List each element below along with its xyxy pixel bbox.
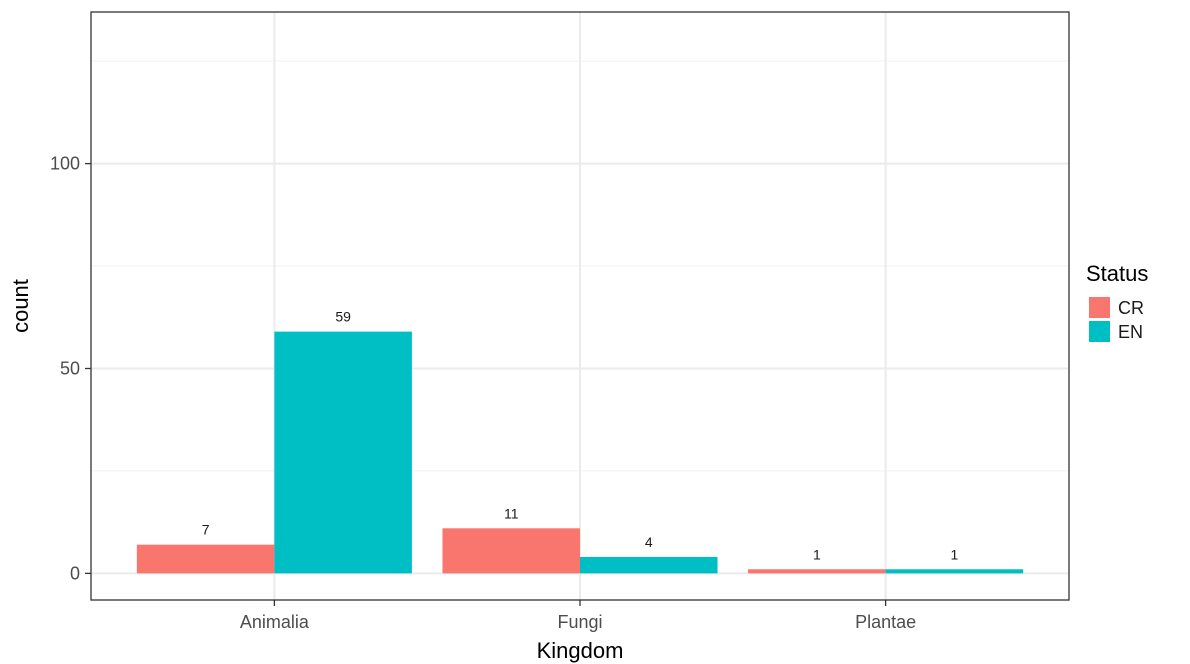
legend-key-en	[1089, 321, 1110, 342]
y-axis: 0 50 100	[50, 154, 91, 583]
y-tick-label: 100	[50, 154, 80, 174]
x-tick-label: Plantae	[855, 612, 916, 632]
x-axis-title: Kingdom	[537, 638, 624, 663]
bar-animalia-cr	[136, 544, 275, 574]
x-tick-label: Fungi	[557, 612, 602, 632]
legend-label: CR	[1118, 298, 1144, 318]
bar-value-label: 1	[950, 546, 958, 562]
legend-key-cr	[1089, 297, 1110, 318]
bar-value-label: 1	[813, 546, 821, 562]
bars	[136, 331, 1024, 574]
bar-plantae-en	[885, 569, 1024, 574]
x-tick-label: Animalia	[240, 612, 310, 632]
legend-label: EN	[1118, 322, 1143, 342]
y-axis-title: count	[8, 279, 33, 333]
gridlines	[91, 12, 1069, 600]
bar-fungi-en	[580, 556, 718, 574]
legend: Status CR EN	[1086, 261, 1148, 342]
bar-fungi-cr	[442, 528, 580, 574]
x-axis: Animalia Fungi Plantae	[240, 600, 916, 632]
y-tick-label: 0	[70, 563, 80, 583]
y-tick-label: 50	[60, 358, 80, 378]
bar-value-label: 11	[504, 505, 519, 521]
bar-value-label: 59	[335, 309, 351, 325]
bar-animalia-en	[274, 331, 412, 574]
legend-title: Status	[1086, 261, 1148, 286]
bar-value-label: 7	[202, 522, 210, 538]
bar-value-label: 4	[645, 534, 653, 550]
bar-plantae-cr	[748, 569, 886, 574]
